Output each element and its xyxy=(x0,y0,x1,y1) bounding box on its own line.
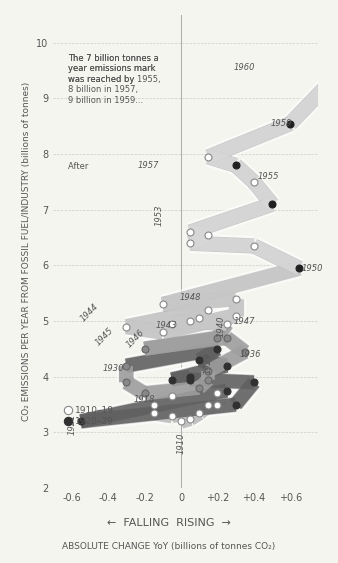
Y-axis label: CO₂ EMISSIONS PER YEAR FROM FOSSIL FUEL/INDUSTRY (billions of tonnes): CO₂ EMISSIONS PER YEAR FROM FOSSIL FUEL/… xyxy=(22,82,31,421)
Text: 1957: 1957 xyxy=(138,161,159,170)
Text: ←  FALLING  RISING  →: ← FALLING RISING → xyxy=(107,519,231,529)
Text: 1946: 1946 xyxy=(125,328,146,350)
Text: 1960: 1960 xyxy=(234,64,256,73)
Text: 1910: 1910 xyxy=(176,433,186,454)
Text: 1948: 1948 xyxy=(179,293,201,302)
Text: 1944: 1944 xyxy=(79,302,101,324)
Text: 1910–19: 1910–19 xyxy=(75,406,114,415)
Text: 1943: 1943 xyxy=(156,321,177,330)
Text: 1947: 1947 xyxy=(234,316,256,325)
Text: The 7 billion tonnes a
year emissions mark
was reached by: The 7 billion tonnes a year emissions ma… xyxy=(68,54,159,84)
Text: 1953: 1953 xyxy=(154,204,164,226)
Text: 1945: 1945 xyxy=(94,326,115,347)
Text: 1918: 1918 xyxy=(134,395,155,404)
Text: 1929: 1929 xyxy=(204,352,213,374)
Text: 1930: 1930 xyxy=(103,364,124,373)
Text: ABSOLUTE CHANGE YoY (billions of tonnes CO₂): ABSOLUTE CHANGE YoY (billions of tonnes … xyxy=(63,542,275,551)
Text: 1950: 1950 xyxy=(301,263,323,272)
Text: 1921: 1921 xyxy=(67,413,76,435)
Text: 1955: 1955 xyxy=(258,172,279,181)
Text: The 7 billion tonnes a
year emissions mark
was reached by 1955,
8 billion in 195: The 7 billion tonnes a year emissions ma… xyxy=(68,54,161,105)
Text: 1920–29: 1920–29 xyxy=(75,417,114,426)
Text: 1959: 1959 xyxy=(270,119,292,128)
Text: 1936: 1936 xyxy=(240,350,261,359)
Text: After: After xyxy=(68,163,91,172)
Text: 1940: 1940 xyxy=(217,316,225,337)
